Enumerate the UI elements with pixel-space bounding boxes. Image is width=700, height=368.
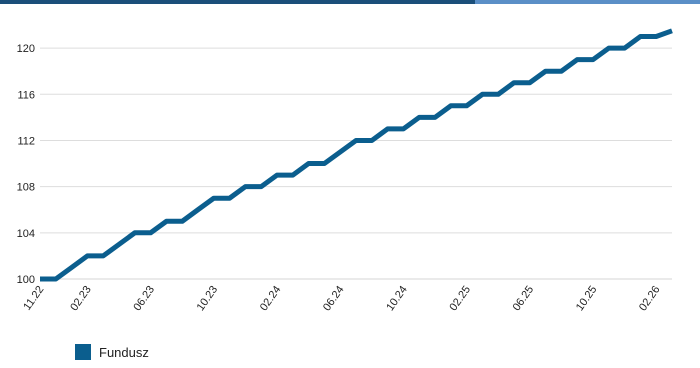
series-group: [40, 28, 673, 282]
y-tick-label: 112: [17, 135, 35, 147]
x-tick-label: 11.22: [21, 284, 46, 313]
x-tick-label: 02.23: [68, 284, 94, 313]
top-accent-bar-light: [475, 0, 700, 4]
top-accent-bar: [0, 0, 700, 4]
x-axis-ticks: 11.22 02.23 06.23 10.23 02.24 06.24 10.24 02.25…: [21, 284, 662, 313]
y-tick-label: 116: [17, 89, 35, 101]
legend-label: Fundusz: [99, 344, 149, 360]
legend: Fundusz: [75, 344, 149, 360]
x-tick-label: 10.24: [384, 284, 410, 313]
y-tick-label: 104: [17, 228, 35, 240]
x-tick-label: 02.26: [637, 284, 663, 313]
legend-swatch: [75, 344, 91, 360]
top-accent-bar-dark: [0, 0, 475, 4]
x-tick-label: 10.25: [574, 284, 600, 313]
x-tick-label: 10.23: [195, 284, 221, 313]
x-tick-label: 02.25: [447, 284, 473, 313]
y-tick-label: 108: [17, 182, 35, 194]
x-tick-label: 06.25: [511, 284, 537, 313]
y-tick-label: 120: [17, 43, 35, 55]
y-tick-label: 100: [17, 274, 35, 286]
grid-lines: [40, 47, 672, 280]
x-tick-label: 02.24: [258, 284, 284, 313]
series-line-fundusz: [40, 28, 673, 282]
x-tick-label: 06.24: [321, 284, 347, 313]
x-tick-label: 06.23: [131, 284, 157, 313]
y-axis-ticks: 100 104 108 112 116 120: [17, 43, 35, 286]
